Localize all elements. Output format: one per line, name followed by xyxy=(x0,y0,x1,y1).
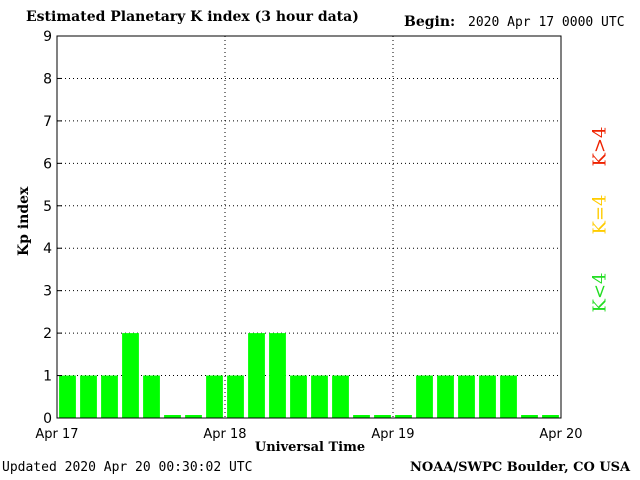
plot-frame xyxy=(56,35,562,419)
y-tick-label: 8 xyxy=(43,71,52,87)
kp-bar xyxy=(164,415,181,418)
y-tick-label: 9 xyxy=(43,29,52,45)
kp-bar xyxy=(311,375,328,418)
source-credit: NOAA/SWPC Boulder, CO USA xyxy=(410,460,631,475)
begin-label: Begin: xyxy=(404,14,456,30)
kp-bar xyxy=(269,333,286,418)
chart-title: Estimated Planetary K index (3 hour data… xyxy=(26,9,359,25)
kp-bar xyxy=(521,415,538,418)
y-tick-label: 5 xyxy=(43,199,52,215)
kp-bar xyxy=(437,375,454,418)
x-tick-label: Apr 17 xyxy=(35,427,78,442)
kp-bar xyxy=(122,333,139,418)
kp-bar xyxy=(290,375,307,418)
y-tick-label: 0 xyxy=(43,411,52,427)
legend-item-k-greater-4: K>4 xyxy=(589,126,611,167)
kp-bar xyxy=(395,415,412,418)
kp-bar xyxy=(206,375,223,418)
kp-bar xyxy=(80,375,97,418)
x-tick-label: Apr 20 xyxy=(539,427,582,442)
y-tick-label: 7 xyxy=(43,114,52,130)
legend-item-k-equal-4: K=4 xyxy=(589,194,611,235)
kp-bar xyxy=(332,375,349,418)
y-tick-label: 6 xyxy=(43,156,52,172)
kp-bar xyxy=(374,415,391,418)
kp-bar xyxy=(59,375,76,418)
y-tick-label: 4 xyxy=(43,241,52,257)
updated-timestamp: Updated 2020 Apr 20 00:30:02 UTC xyxy=(2,460,253,475)
y-tick-label: 1 xyxy=(43,369,52,385)
legend-item-k-less-4: K<4 xyxy=(589,272,611,313)
y-tick-label: 3 xyxy=(43,284,52,300)
kp-bar xyxy=(353,415,370,418)
kp-bar xyxy=(227,375,244,418)
x-tick-label: Apr 19 xyxy=(371,427,414,442)
kp-bar xyxy=(143,375,160,418)
y-axis-label: Kp index xyxy=(16,186,32,256)
kp-bar xyxy=(248,333,265,418)
begin-value: 2020 Apr 17 0000 UTC xyxy=(468,15,625,30)
kp-bar xyxy=(101,375,118,418)
kp-bar xyxy=(458,375,475,418)
x-axis-label: Universal Time xyxy=(254,440,366,455)
kp-bar xyxy=(479,375,496,418)
y-tick-label: 2 xyxy=(43,326,52,342)
kp-bar xyxy=(185,415,202,418)
x-tick-label: Apr 18 xyxy=(203,427,246,442)
kp-bar xyxy=(500,375,517,418)
kp-bar xyxy=(542,415,559,418)
kp-bar xyxy=(416,375,433,418)
